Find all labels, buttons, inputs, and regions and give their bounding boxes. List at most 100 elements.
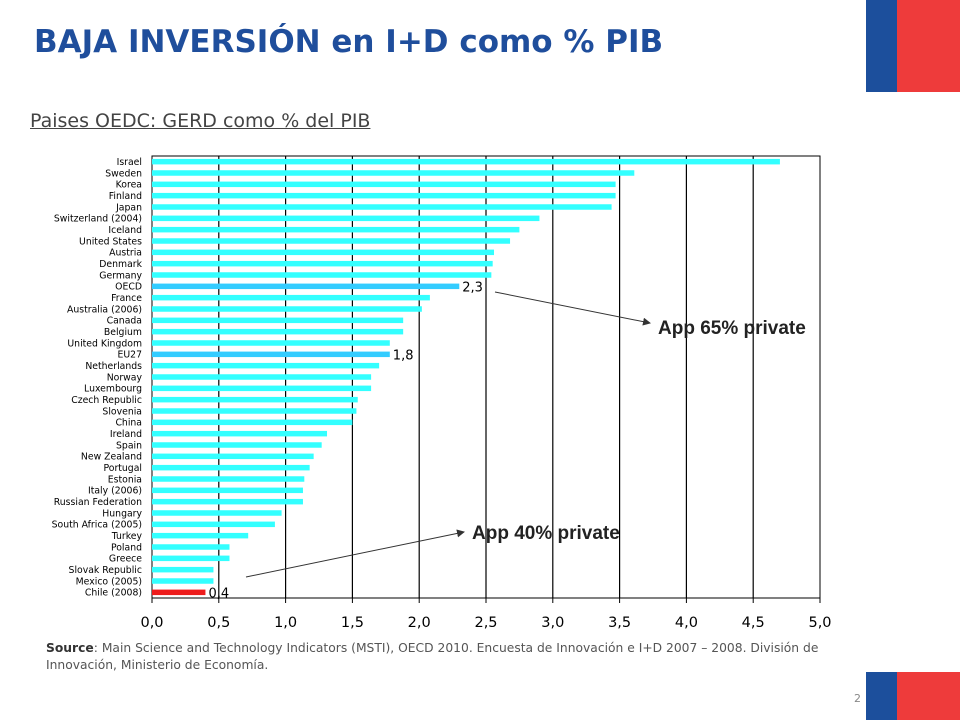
- y-tick-label: Portugal: [103, 463, 142, 474]
- bar: [152, 272, 492, 278]
- annotation-label: App 65% private: [658, 318, 806, 339]
- bar: [152, 181, 616, 188]
- x-tick-label: 4,0: [675, 615, 698, 631]
- x-tick-label: 2,0: [408, 615, 431, 631]
- x-tick-label: 2,5: [474, 615, 497, 631]
- source-label: Source: [46, 641, 94, 655]
- bar: [152, 521, 275, 528]
- y-tick-label: Turkey: [111, 531, 143, 542]
- flag-red-stripe: [897, 0, 960, 92]
- data-label: 0,4: [208, 586, 229, 601]
- y-tick-label: China: [115, 418, 142, 429]
- y-tick-label: Belgium: [104, 327, 142, 338]
- y-tick-label: Spain: [116, 440, 142, 451]
- source-note: Source: Main Science and Technology Indi…: [46, 640, 876, 674]
- y-tick-label: Japan: [115, 202, 142, 213]
- bar: [152, 385, 372, 392]
- y-tick-label: Canada: [107, 316, 142, 327]
- y-tick-label: OECD: [115, 282, 142, 293]
- bar: [152, 294, 430, 301]
- bar: [152, 453, 314, 460]
- data-label: 2,3: [462, 280, 483, 295]
- page-number: 2: [854, 692, 861, 705]
- source-text: : Main Science and Technology Indicators…: [46, 641, 819, 672]
- bar: [152, 283, 460, 290]
- y-tick-label: Switzerland (2004): [54, 214, 142, 225]
- bar: [152, 328, 404, 335]
- y-tick-label: South Africa (2005): [52, 520, 142, 531]
- bar: [152, 317, 404, 324]
- y-tick-label: Slovenia: [102, 406, 142, 417]
- bar: [152, 351, 390, 358]
- bar: [152, 192, 616, 199]
- flag-blue-stripe: [866, 672, 897, 720]
- y-tick-label: Iceland: [108, 225, 142, 236]
- y-tick-label: Korea: [116, 180, 142, 191]
- bar: [152, 204, 612, 210]
- y-tick-label: Estonia: [108, 474, 142, 485]
- bar: [152, 544, 230, 550]
- y-tick-label: France: [111, 293, 142, 304]
- x-tick-label: 0,0: [140, 615, 163, 631]
- bar: [152, 578, 214, 584]
- y-tick-label: Poland: [111, 542, 142, 553]
- bar: [152, 396, 358, 403]
- chart-subtitle: Paises OEDC: GERD como % del PIB: [30, 110, 371, 132]
- bar: [152, 408, 357, 414]
- bar: [152, 566, 214, 573]
- y-tick-label: New Zealand: [81, 452, 142, 463]
- page-title: BAJA INVERSIÓN en I+D como % PIB: [34, 24, 664, 60]
- annotation-arrow: [494, 291, 651, 326]
- bar: [152, 589, 206, 596]
- x-tick-label: 5,0: [808, 615, 831, 631]
- annotation-arrow: [245, 529, 465, 578]
- y-tick-label: Sweden: [105, 168, 142, 179]
- y-tick-label: Australia (2006): [67, 304, 142, 315]
- y-tick-label: Slovak Republic: [69, 565, 142, 576]
- bar-chart: 0,0 0,5 1,0 1,5 2,0 2,5 3,0 3,5 4,0 4,5 5,0IsraelS…: [52, 155, 832, 631]
- y-tick-label: Austria: [109, 248, 142, 259]
- y-tick-label: Chile (2008): [85, 588, 142, 599]
- bar: [152, 498, 303, 505]
- bar: [152, 238, 511, 244]
- y-tick-label: Israel: [117, 157, 142, 168]
- bar: [152, 215, 540, 222]
- y-tick-label: Italy (2006): [88, 486, 142, 497]
- y-tick-label: Hungary: [102, 508, 142, 519]
- bar: [152, 340, 390, 346]
- y-tick-label: Mexico (2005): [76, 576, 142, 587]
- y-tick-label: United Kingdom: [67, 338, 142, 349]
- bar: [152, 249, 495, 256]
- bar: [152, 430, 328, 437]
- bar: [152, 362, 380, 369]
- bar: [152, 555, 230, 562]
- y-tick-label: Czech Republic: [71, 395, 142, 406]
- bar: [152, 476, 305, 482]
- flag-red-stripe: [897, 672, 960, 720]
- y-tick-label: Germany: [99, 270, 142, 281]
- bar: [152, 532, 249, 539]
- bar: [152, 260, 493, 267]
- x-tick-label: 1,5: [341, 615, 364, 631]
- y-tick-label: Ireland: [110, 429, 142, 440]
- bar: [152, 464, 310, 471]
- y-tick-label: Russian Federation: [54, 497, 142, 508]
- data-label: 1,8: [393, 348, 414, 363]
- x-tick-label: 1,0: [274, 615, 297, 631]
- bar: [152, 226, 520, 233]
- flag-top-right: [866, 0, 960, 92]
- bar: [152, 442, 322, 448]
- bar: [152, 374, 372, 380]
- y-tick-label: Finland: [109, 191, 142, 202]
- y-tick-label: Denmark: [99, 259, 142, 270]
- bar: [152, 306, 422, 312]
- flag-bottom-right: [866, 672, 960, 720]
- y-tick-label: United States: [79, 236, 142, 247]
- bar: [152, 158, 780, 165]
- y-tick-label: Norway: [107, 372, 143, 383]
- bar: [152, 487, 303, 494]
- x-tick-label: 0,5: [207, 615, 230, 631]
- x-tick-label: 4,5: [742, 615, 765, 631]
- y-tick-label: Greece: [109, 554, 142, 565]
- bar: [152, 510, 282, 516]
